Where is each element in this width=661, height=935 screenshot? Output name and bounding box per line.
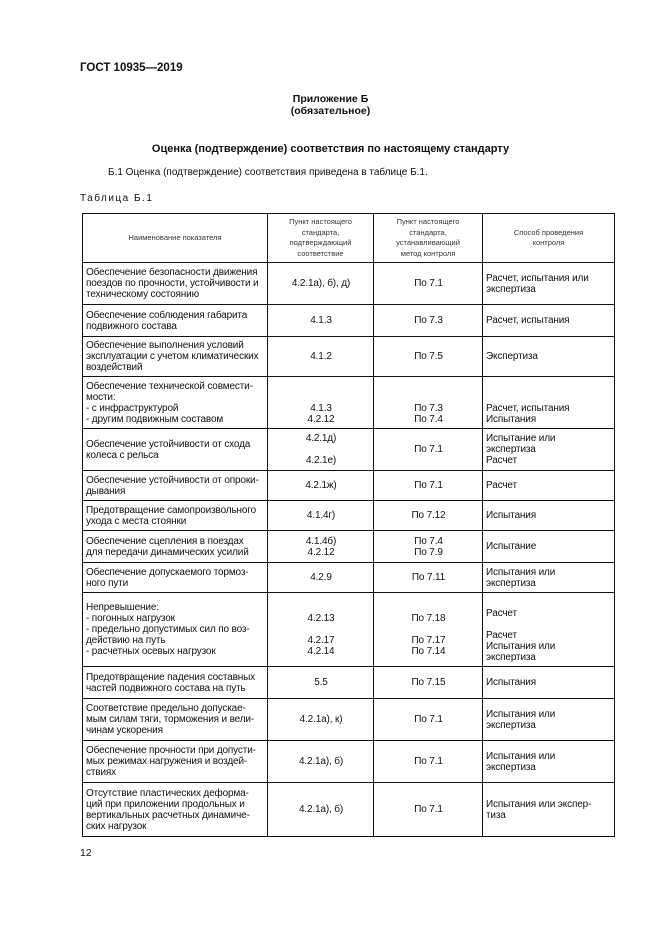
table-cell: Обеспечение устойчивости от опроки- дыва… xyxy=(82,470,268,501)
table-cell: По 7.12 xyxy=(373,500,483,531)
table-cell: 4.2.1а), б) xyxy=(267,782,374,837)
table-row: Предотвращение самопроизвольного ухода с… xyxy=(82,500,615,531)
table-cell: Расчет Расчет Испытания или экспертиза xyxy=(482,592,615,667)
section-title: Оценка (подтверждение) соответствия по н… xyxy=(151,143,510,155)
standard-header: ГОСТ 10935—2019 xyxy=(80,62,183,74)
column-header: Пункт настоящего стандарта, подтверждающ… xyxy=(267,213,374,263)
table-cell: По 7.1 xyxy=(373,782,483,837)
intro-paragraph: Б.1 Оценка (подтверждение) соответствия … xyxy=(108,167,428,178)
table-cell: Испытания или экспертиза xyxy=(482,562,615,593)
table-cell: По 7.3 По 7.4 xyxy=(373,376,483,429)
table-row: Обеспечение сцепления в поездах для пере… xyxy=(82,530,615,563)
table-cell: Испытания или экспертиза xyxy=(482,698,615,741)
table-cell: Расчет, испытания или экспертиза xyxy=(482,262,615,305)
table-cell: 4.1.4г) xyxy=(267,500,374,531)
table-row: Обеспечение выполнения условий эксплуата… xyxy=(82,336,615,377)
table-row: Непревышение: - погонных нагрузок - пред… xyxy=(82,592,615,667)
table-caption: Таблица Б.1 xyxy=(80,193,154,204)
table-cell: Обеспечение прочности при допусти- мых р… xyxy=(82,740,268,783)
table-cell: 4.1.3 xyxy=(267,304,374,337)
table-cell: Расчет, испытания Испытания xyxy=(482,376,615,429)
table-cell: По 7.3 xyxy=(373,304,483,337)
table-cell: Испытание xyxy=(482,530,615,563)
page-number: 12 xyxy=(80,847,92,859)
assessment-table: Наименование показателя Пункт настоящего … xyxy=(82,213,615,837)
table-cell: 4.2.13 4.2.17 4.2.14 xyxy=(267,592,374,667)
table-cell: По 7.1 xyxy=(373,740,483,783)
table-cell: Обеспечение безопасности движения поездо… xyxy=(82,262,268,305)
table-header-row: Наименование показателя Пункт настоящего … xyxy=(82,213,615,263)
table-cell: Обеспечение технической совмести- мости:… xyxy=(82,376,268,429)
table-row: Обеспечение устойчивости от опроки- дыва… xyxy=(82,470,615,501)
table-cell: Предотвращение падения составных частей … xyxy=(82,666,268,699)
table-cell: 4.1.4б) 4.2.12 xyxy=(267,530,374,563)
table-cell: Испытания или экспер- тиза xyxy=(482,782,615,837)
table-row: Обеспечение устойчивости от схода колеса… xyxy=(82,428,615,471)
table-cell: Расчет, испытания xyxy=(482,304,615,337)
table-cell: По 7.18 По 7.17 По 7.14 xyxy=(373,592,483,667)
table-cell: 4.2.9 xyxy=(267,562,374,593)
appendix-title: Приложение Б xyxy=(292,93,369,105)
table-cell: 4.2.1д) 4.2.1е) xyxy=(267,428,374,471)
table-row: Обеспечение безопасности движения поездо… xyxy=(82,262,615,305)
table-row: Обеспечение прочности при допусти- мых р… xyxy=(82,740,615,783)
table-cell: По 7.1 xyxy=(373,470,483,501)
table-cell: 4.2.1а), к) xyxy=(267,698,374,741)
table-flow: Наименование показателя Пункт настоящего … xyxy=(80,213,615,860)
table-cell: Отсутствие пластических деформа- ций при… xyxy=(82,782,268,837)
table-row: Обеспечение соблюдения габарита подвижно… xyxy=(82,304,615,337)
table-cell: 5.5 xyxy=(267,666,374,699)
table-cell: Непревышение: - погонных нагрузок - пред… xyxy=(82,592,268,667)
table-cell: Соответствие предельно допускае- мым сил… xyxy=(82,698,268,741)
table-row: Соответствие предельно допускае- мым сил… xyxy=(82,698,615,741)
table-cell: По 7.15 xyxy=(373,666,483,699)
table-cell: По 7.1 xyxy=(373,262,483,305)
table-cell: 4.2.1ж) xyxy=(267,470,374,501)
table-cell: По 7.4 По 7.9 xyxy=(373,530,483,563)
table-cell: 4.2.1а), б) xyxy=(267,740,374,783)
table-row: Обеспечение допускаемого тормоз- ного пу… xyxy=(82,562,615,593)
table-cell: По 7.1 xyxy=(373,698,483,741)
table-cell: По 7.11 xyxy=(373,562,483,593)
table-cell: Испытания xyxy=(482,500,615,531)
table-cell: 4.2.1а), б), д) xyxy=(267,262,374,305)
table-cell: Предотвращение самопроизвольного ухода с… xyxy=(82,500,268,531)
column-header: Наименование показателя xyxy=(82,213,268,263)
table-cell: Обеспечение выполнения условий эксплуата… xyxy=(82,336,268,377)
table-row: Обеспечение технической совмести- мости:… xyxy=(82,376,615,429)
table-cell: 4.1.2 xyxy=(267,336,374,377)
table-cell: Испытания xyxy=(482,666,615,699)
table-cell: Испытание или экспертиза Расчет xyxy=(482,428,615,471)
table-cell: Обеспечение соблюдения габарита подвижно… xyxy=(82,304,268,337)
column-header: Способ проведения контроля xyxy=(482,213,615,263)
table-cell: Обеспечение устойчивости от схода колеса… xyxy=(82,428,268,471)
table-cell: Экспертиза xyxy=(482,336,615,377)
column-header: Пункт настоящего стандарта, устанавливаю… xyxy=(373,213,483,263)
appendix-subtitle: (обязательное) xyxy=(290,105,371,117)
table-cell: Расчет xyxy=(482,470,615,501)
table-cell: Обеспечение сцепления в поездах для пере… xyxy=(82,530,268,563)
table-cell: 4.1.3 4.2.12 xyxy=(267,376,374,429)
table-cell: По 7.5 xyxy=(373,336,483,377)
table-cell: По 7.1 xyxy=(373,428,483,471)
table-cell: Обеспечение допускаемого тормоз- ного пу… xyxy=(82,562,268,593)
table-cell: Испытания или экспертиза xyxy=(482,740,615,783)
table-row: Отсутствие пластических деформа- ций при… xyxy=(82,782,615,837)
table-row: Предотвращение падения составных частей … xyxy=(82,666,615,699)
